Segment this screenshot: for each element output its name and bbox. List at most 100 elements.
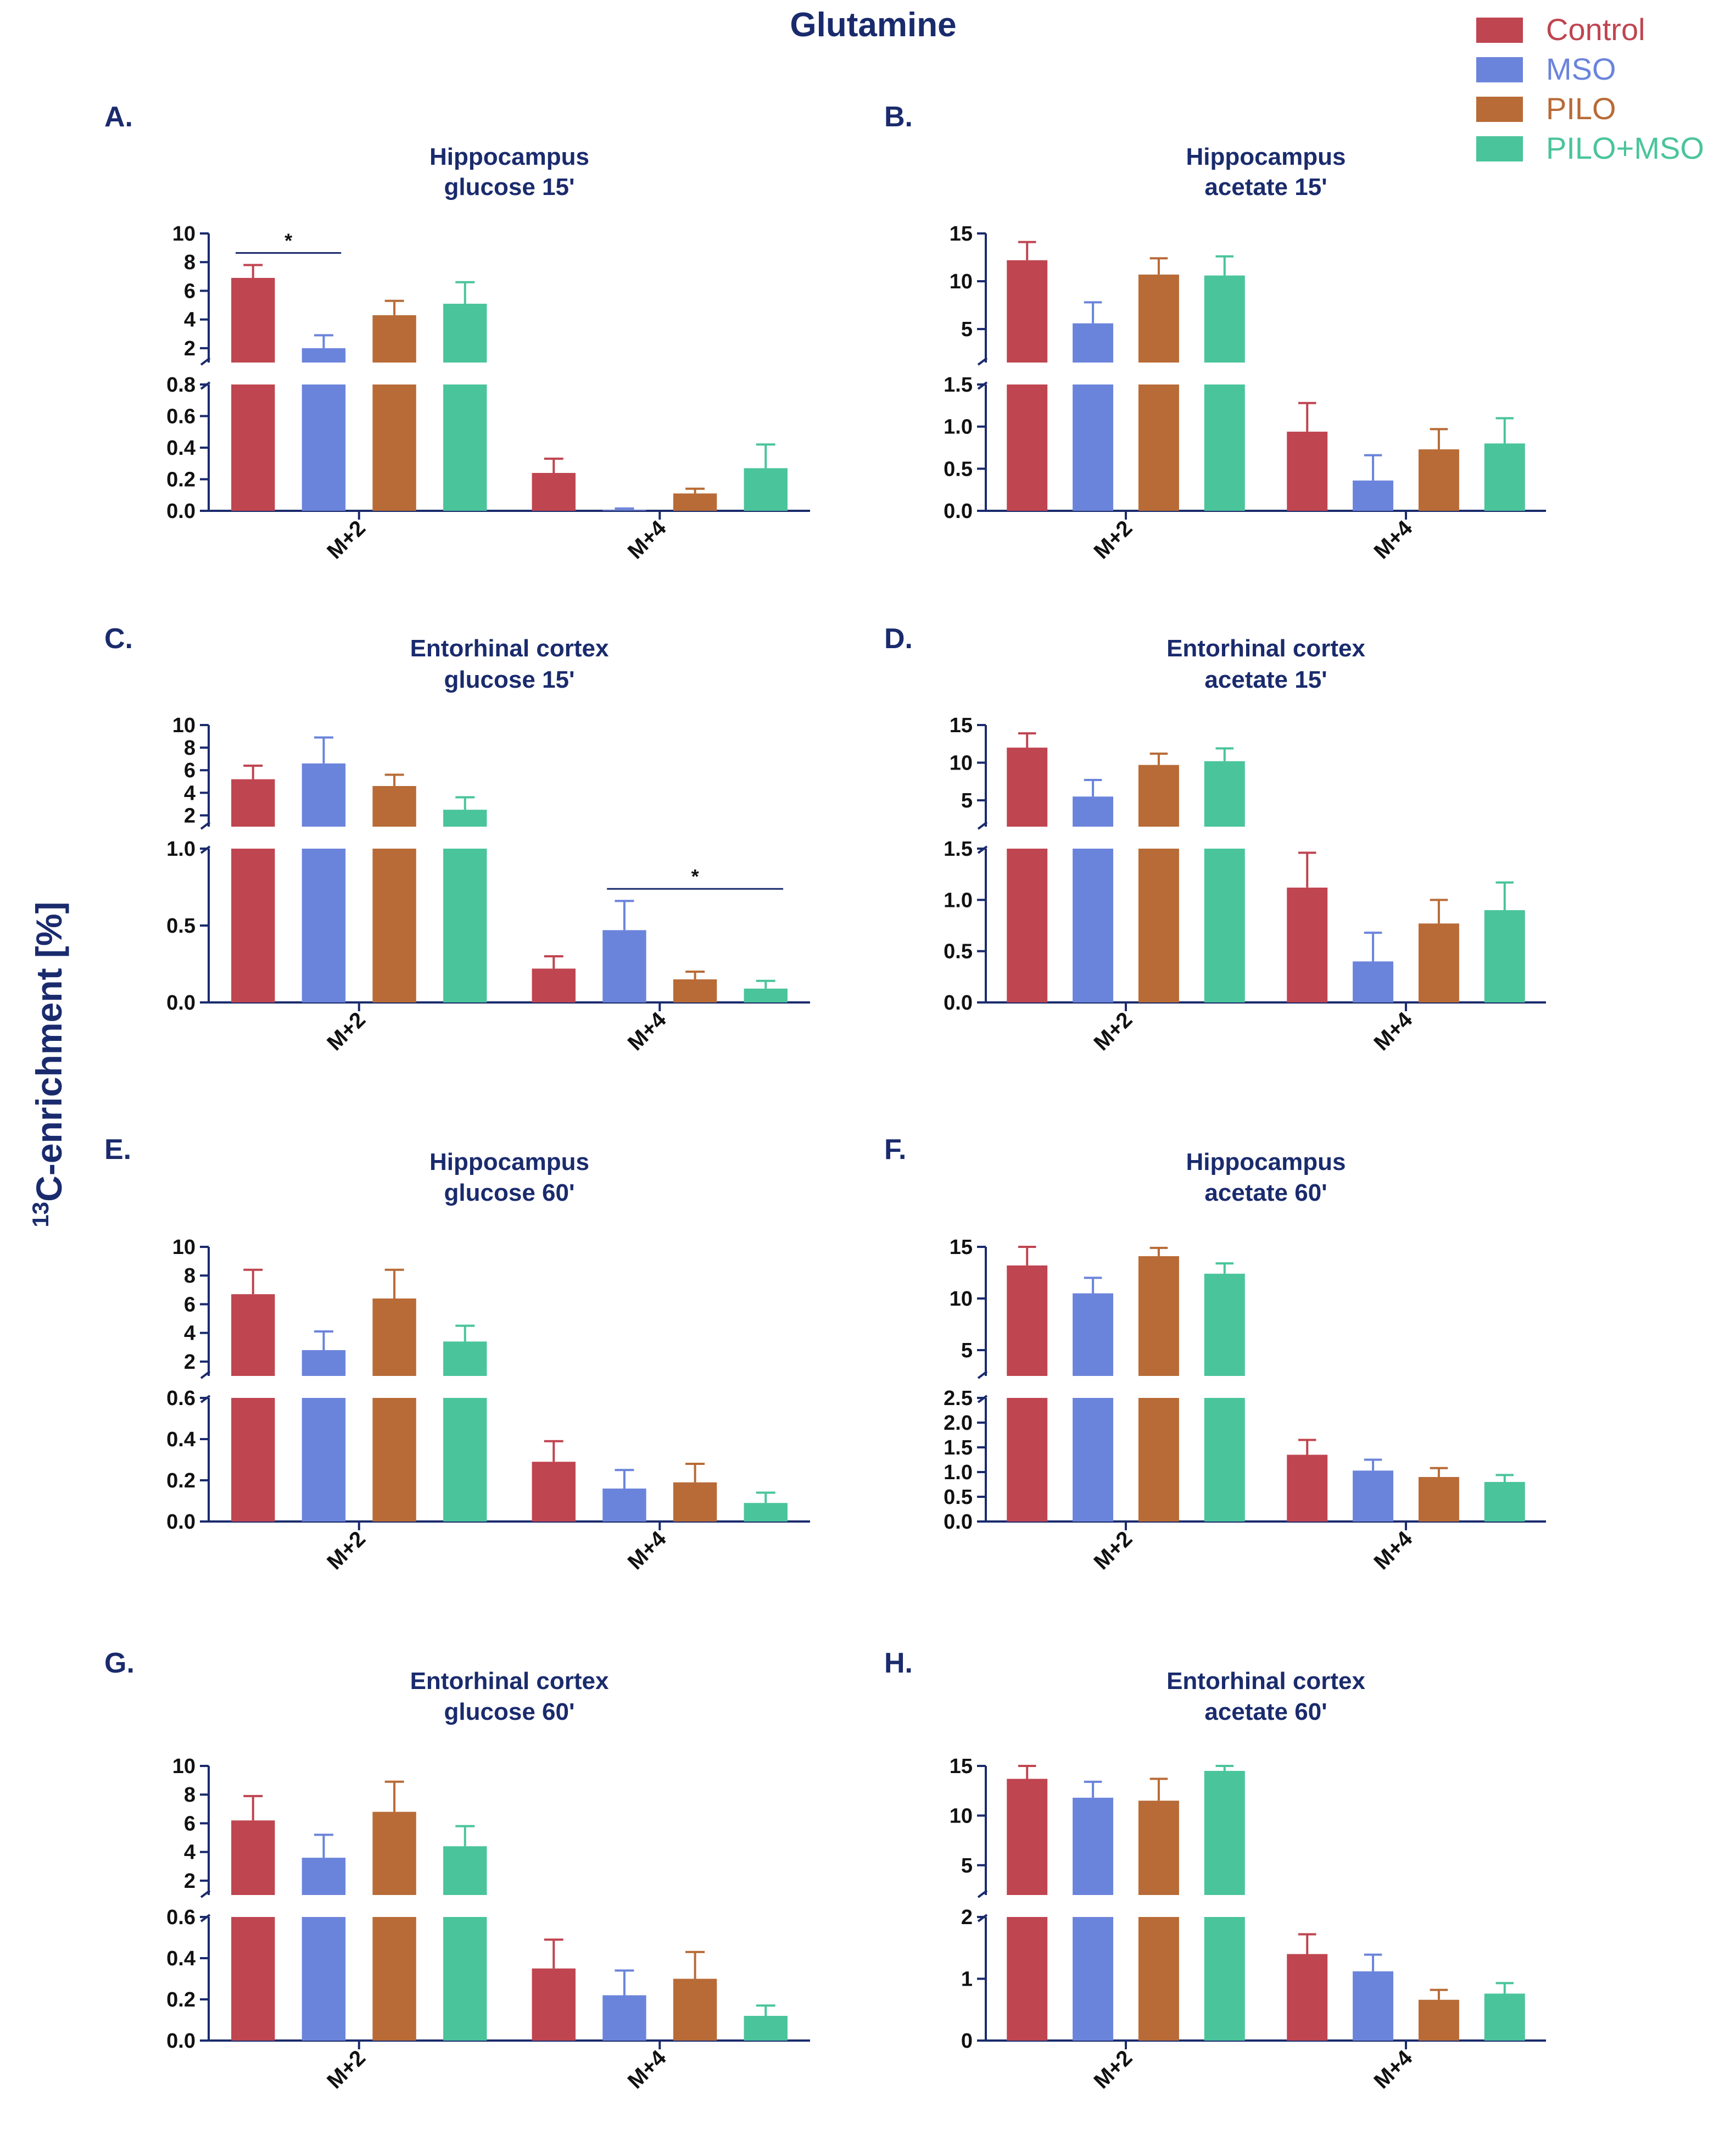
- x-tick-label: M+4: [1369, 1007, 1417, 1055]
- bar: [673, 493, 717, 511]
- bar-upper: [1138, 1256, 1179, 1376]
- axis-break-mark: [977, 821, 988, 830]
- bar: [532, 473, 576, 511]
- axis-break-mark: [200, 1370, 211, 1379]
- panel-a: A. Hippocampus glucose 15' 2 4 6 8 10 0.0 0.2 0.4 0…: [104, 101, 810, 564]
- panel-e: E. Hippocampus glucose 60' 2 4 6 8 10 0.0 0.2 0.4 0…: [104, 1134, 810, 1574]
- bar-lower: [1007, 849, 1048, 1002]
- bar-upper: [372, 786, 416, 827]
- bar-upper: [1073, 1293, 1114, 1376]
- y-tick-label: 0.6: [166, 1387, 196, 1410]
- bar-upper: [231, 277, 275, 363]
- y-axis-label-text: C-enrichment [%]: [29, 901, 69, 1201]
- y-tick-label: 2: [184, 1870, 196, 1893]
- bar-lower: [1007, 1398, 1048, 1521]
- y-tick-label: 10: [172, 1755, 196, 1778]
- y-tick-label: 15: [950, 222, 973, 246]
- axis-break-mark: [977, 357, 988, 366]
- y-tick-label: 4: [184, 1322, 196, 1345]
- y-axis-label: 13C-enrichment [%]: [27, 901, 69, 1227]
- y-tick-label: 10: [172, 714, 196, 737]
- bar-lower: [1073, 849, 1114, 1002]
- y-tick-label: 8: [184, 251, 196, 274]
- bar: [1484, 443, 1525, 511]
- y-tick-label: 0.5: [944, 940, 973, 963]
- x-tick-label: M+2: [1089, 1007, 1137, 1055]
- bar: [744, 468, 788, 511]
- y-tick-label: 5: [961, 1854, 973, 1877]
- bar-upper: [1007, 1779, 1048, 1895]
- y-tick-label: 0.4: [166, 1428, 196, 1451]
- y-tick-label: 2: [184, 804, 196, 827]
- bar-upper: [1204, 1771, 1245, 1895]
- panel-label: H.: [884, 1647, 913, 1679]
- panel-h: H. Entorhinal cortex acetate 60' 5 10 15 0 1 2 M+…: [884, 1647, 1546, 2093]
- y-tick-label: 4: [184, 309, 196, 332]
- panel-label: G.: [104, 1647, 135, 1679]
- y-tick-label: 0.2: [166, 1988, 196, 2011]
- bar-lower: [1138, 1398, 1179, 1521]
- y-tick-label: 6: [184, 1293, 196, 1316]
- panel-title-line1: Hippocampus: [1186, 1149, 1346, 1175]
- x-tick-label: M+4: [623, 1007, 671, 1055]
- bar-lower: [443, 1917, 487, 2041]
- y-tick-label: 15: [950, 1236, 973, 1259]
- y-tick-label: 0.6: [166, 1906, 196, 1929]
- bar: [532, 1462, 576, 1521]
- bar-upper: [1204, 275, 1245, 363]
- bar-lower: [231, 1398, 275, 1521]
- y-tick-label: 15: [950, 714, 973, 737]
- bar-lower: [443, 384, 487, 511]
- y-tick-label: 2: [184, 337, 196, 360]
- legend-swatch: [1476, 136, 1523, 161]
- bar-upper: [443, 810, 487, 827]
- bar: [1353, 1971, 1394, 2041]
- x-tick-label: M+4: [623, 2046, 671, 2093]
- y-tick-label: 6: [184, 759, 196, 782]
- bar-upper: [231, 779, 275, 827]
- panel-title-line1: Entorhinal cortex: [1166, 635, 1365, 662]
- bar: [602, 930, 646, 1002]
- bar: [1287, 887, 1328, 1002]
- legend-swatch: [1476, 18, 1523, 43]
- bar-upper: [1138, 1801, 1179, 1895]
- bar: [602, 510, 646, 511]
- bar-lower: [302, 384, 346, 511]
- y-tick-label: 0.5: [944, 458, 973, 481]
- panel-title-line2: acetate 60': [1204, 1179, 1327, 1206]
- bar: [1353, 961, 1394, 1002]
- bar-upper: [1073, 323, 1114, 363]
- bar-lower: [372, 849, 416, 1002]
- bar-upper: [1073, 1797, 1114, 1895]
- bar-lower: [1138, 849, 1179, 1002]
- bar-upper: [1204, 761, 1245, 827]
- bar-upper: [302, 1350, 346, 1376]
- bar-lower: [302, 1398, 346, 1521]
- bar-lower: [443, 1398, 487, 1521]
- legend-swatch: [1476, 97, 1523, 122]
- bar: [1418, 923, 1459, 1002]
- y-tick-label: 1.0: [944, 1461, 973, 1484]
- y-tick-label: 10: [950, 1288, 973, 1311]
- y-tick-label: 6: [184, 280, 196, 303]
- y-tick-label: 1.5: [944, 374, 973, 397]
- y-tick-label: 0.0: [166, 500, 196, 523]
- bar-upper: [372, 1298, 416, 1376]
- y-tick-label: 0.0: [166, 2030, 196, 2053]
- x-tick-label: M+2: [1089, 516, 1137, 564]
- panel-g: G. Entorhinal cortex glucose 60' 2 4 6 8 10 0.0 0…: [104, 1647, 810, 2093]
- x-tick-label: M+4: [623, 516, 671, 564]
- panel-title-line1: Hippocampus: [429, 143, 589, 170]
- x-tick-label: M+2: [1089, 2046, 1137, 2093]
- y-tick-label: 10: [950, 752, 973, 775]
- y-tick-label: 1: [961, 1968, 973, 1991]
- y-tick-label: 1.0: [944, 889, 973, 912]
- bar: [744, 1503, 788, 1521]
- panel-title-line2: acetate 15': [1204, 666, 1327, 693]
- bar-upper: [231, 1294, 275, 1376]
- bar: [1353, 480, 1394, 511]
- y-tick-label: 10: [172, 1236, 196, 1259]
- bar-upper: [1007, 260, 1048, 363]
